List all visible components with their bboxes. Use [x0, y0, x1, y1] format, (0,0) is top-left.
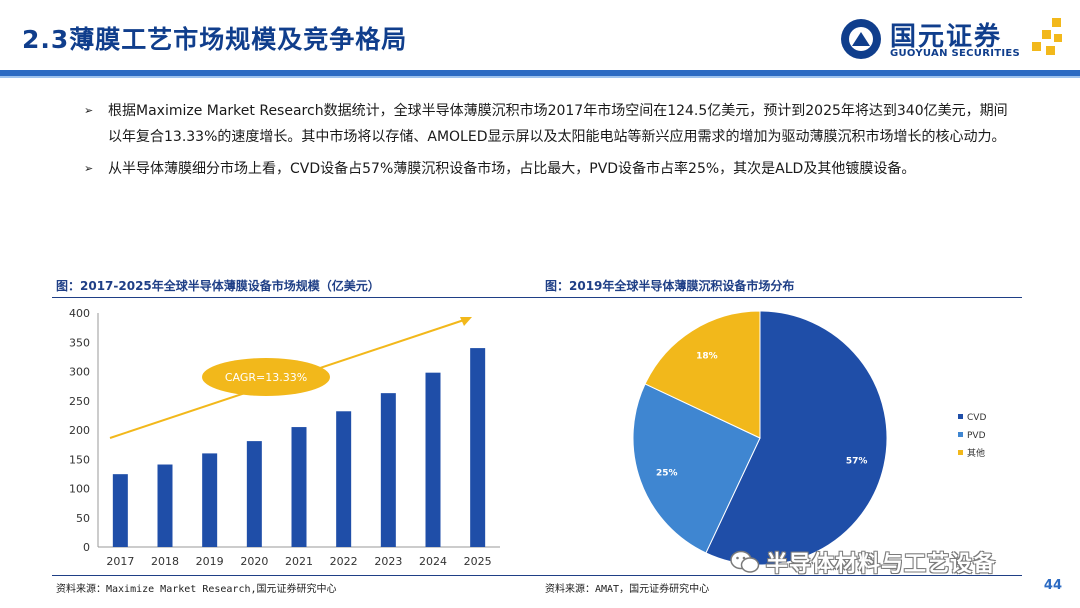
- x-tick-label: 2023: [374, 555, 402, 568]
- y-tick-label: 250: [69, 395, 90, 408]
- bar: [157, 464, 173, 547]
- bar-chart: 0 50 100 150 200 250 300 350 400 2017 2018 2019 202…: [69, 307, 500, 568]
- bullet-list: ➢ 根据Maximize Market Research数据统计，全球半导体薄膜…: [84, 98, 1014, 188]
- wechat-icon: [730, 550, 760, 573]
- x-tick-label: 2021: [285, 555, 313, 568]
- logo-squares-icon: [1032, 18, 1062, 55]
- logo-icon: [841, 19, 881, 59]
- watermark: 半导体材料与工艺设备: [730, 546, 996, 578]
- bullet-text: 从半导体薄膜细分市场上看，CVD设备占57%薄膜沉积设备市场，占比最大，PVD设…: [108, 161, 916, 177]
- bar: [246, 441, 262, 547]
- bullet-item: ➢ 从半导体薄膜细分市场上看，CVD设备占57%薄膜沉积设备市场，占比最大，PV…: [84, 156, 1014, 182]
- logo-cn: 国元证券: [890, 22, 1003, 52]
- cagr-label: CAGR=13.33%: [225, 371, 307, 384]
- y-tick-label: 0: [83, 541, 90, 554]
- x-tick-label: 2025: [464, 555, 492, 568]
- bullet-text: 根据Maximize Market Research数据统计，全球半导体薄膜沉积…: [108, 103, 1008, 145]
- bullet-item: ➢ 根据Maximize Market Research数据统计，全球半导体薄膜…: [84, 98, 1014, 150]
- footer-divider: [52, 575, 1022, 576]
- bar: [291, 427, 307, 547]
- cagr-ellipse: [202, 358, 330, 396]
- y-tick-label: 300: [69, 366, 90, 379]
- legend-label: PVD: [967, 431, 986, 441]
- pie-chart: 57% 25% 18% CVD PVD 其他: [632, 310, 986, 566]
- y-tick-label: 50: [76, 512, 90, 525]
- y-tick-label: 400: [69, 307, 90, 320]
- pie-data-label: 57%: [846, 457, 868, 467]
- y-tick-label: 200: [69, 424, 90, 437]
- pie-slice: [644, 310, 761, 439]
- x-tick-label: 2017: [106, 555, 134, 568]
- cagr-arrowhead-icon: [460, 317, 472, 326]
- bar: [425, 372, 441, 547]
- bar: [380, 393, 396, 547]
- arrow-bullet-icon: ➢: [84, 104, 94, 117]
- x-tick-label: 2019: [196, 555, 224, 568]
- x-tick-label: 2024: [419, 555, 447, 568]
- left-source: 资料来源：Maximize Market Research,国元证券研究中心: [56, 584, 337, 595]
- left-figure-title: 图：2017-2025年全球半导体薄膜设备市场规模（亿美元）: [56, 279, 380, 293]
- pie-slice: [705, 310, 888, 566]
- x-tick-label: 2020: [240, 555, 268, 568]
- y-tick-label: 150: [69, 453, 90, 466]
- pie-data-label: 18%: [696, 351, 718, 361]
- header-bar-light: [0, 76, 1080, 78]
- bar: [202, 453, 218, 547]
- legend-label: 其他: [967, 447, 985, 459]
- bar: [336, 411, 352, 547]
- x-tick-label: 2022: [330, 555, 358, 568]
- bar: [470, 348, 486, 547]
- legend-swatch: [958, 414, 963, 419]
- watermark-text: 半导体材料与工艺设备: [766, 552, 997, 577]
- x-tick-label: 2018: [151, 555, 179, 568]
- legend-swatch: [958, 432, 963, 437]
- right-source: 资料来源：AMAT，国元证券研究中心: [545, 584, 710, 595]
- logo-en: GUOYUAN SECURITIES: [890, 48, 1021, 59]
- bar: [112, 474, 128, 547]
- header-bar: [0, 70, 1080, 76]
- pie-slice: [632, 383, 761, 554]
- figure-divider: [52, 297, 1022, 298]
- legend-swatch: [958, 450, 963, 455]
- pie-data-label: 25%: [656, 469, 678, 479]
- page-number: 44: [1043, 578, 1062, 593]
- page-title: 2.3薄膜工艺市场规模及竞争格局: [22, 25, 408, 54]
- y-tick-label: 100: [69, 483, 90, 496]
- y-tick-label: 350: [69, 336, 90, 349]
- arrow-bullet-icon: ➢: [84, 162, 94, 175]
- legend-label: CVD: [967, 413, 986, 423]
- company-logo: 国元证券 GUOYUAN SECURITIES: [838, 14, 1068, 64]
- right-figure-title: 图：2019年全球半导体薄膜沉积设备市场分布: [545, 279, 795, 293]
